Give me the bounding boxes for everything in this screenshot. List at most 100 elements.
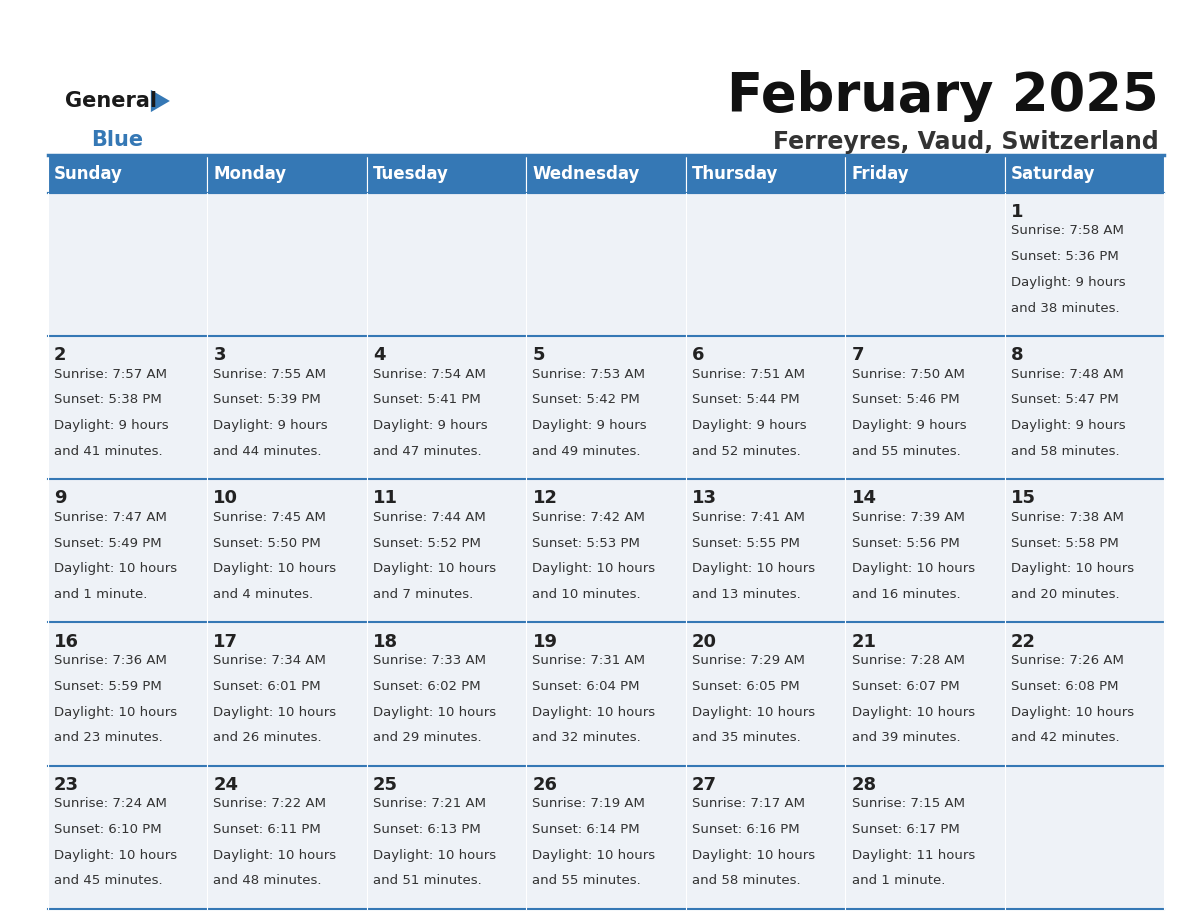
- Bar: [685, 155, 845, 193]
- Text: 13: 13: [693, 489, 718, 508]
- Text: and 39 minutes.: and 39 minutes.: [852, 732, 960, 744]
- Text: Sunset: 5:59 PM: Sunset: 5:59 PM: [53, 679, 162, 693]
- Text: Sunrise: 7:36 AM: Sunrise: 7:36 AM: [53, 654, 166, 667]
- Text: 9: 9: [53, 489, 67, 508]
- Text: 14: 14: [852, 489, 877, 508]
- Bar: [207, 766, 367, 909]
- Text: Sunset: 6:16 PM: Sunset: 6:16 PM: [693, 823, 800, 836]
- Text: Sunset: 5:46 PM: Sunset: 5:46 PM: [852, 394, 959, 407]
- Text: Sunset: 5:47 PM: Sunset: 5:47 PM: [1011, 394, 1119, 407]
- Text: Sunset: 5:42 PM: Sunset: 5:42 PM: [532, 394, 640, 407]
- Text: Sunrise: 7:29 AM: Sunrise: 7:29 AM: [693, 654, 805, 667]
- Text: 21: 21: [852, 633, 877, 651]
- Bar: [48, 766, 207, 909]
- Text: and 55 minutes.: and 55 minutes.: [852, 445, 960, 458]
- Bar: [845, 336, 1005, 479]
- Text: Sunset: 6:07 PM: Sunset: 6:07 PM: [852, 679, 959, 693]
- Bar: [1005, 336, 1164, 479]
- Text: Thursday: Thursday: [693, 165, 778, 183]
- Bar: [1005, 155, 1164, 193]
- Text: and 58 minutes.: and 58 minutes.: [1011, 445, 1120, 458]
- Text: 22: 22: [1011, 633, 1036, 651]
- Bar: [207, 622, 367, 766]
- Text: Sunset: 5:41 PM: Sunset: 5:41 PM: [373, 394, 481, 407]
- Bar: [526, 155, 685, 193]
- Text: Daylight: 10 hours: Daylight: 10 hours: [53, 706, 177, 719]
- Text: Daylight: 9 hours: Daylight: 9 hours: [373, 420, 487, 432]
- Text: Sunset: 5:36 PM: Sunset: 5:36 PM: [1011, 251, 1119, 263]
- Text: Daylight: 10 hours: Daylight: 10 hours: [53, 849, 177, 862]
- Text: Daylight: 10 hours: Daylight: 10 hours: [532, 706, 656, 719]
- Bar: [526, 622, 685, 766]
- Text: and 1 minute.: and 1 minute.: [53, 588, 147, 601]
- Bar: [367, 766, 526, 909]
- Text: Daylight: 10 hours: Daylight: 10 hours: [214, 563, 336, 576]
- Bar: [685, 766, 845, 909]
- Text: Daylight: 9 hours: Daylight: 9 hours: [693, 420, 807, 432]
- Text: and 4 minutes.: and 4 minutes.: [214, 588, 314, 601]
- Text: Tuesday: Tuesday: [373, 165, 449, 183]
- Text: Daylight: 10 hours: Daylight: 10 hours: [693, 706, 815, 719]
- Bar: [526, 336, 685, 479]
- Text: Blue: Blue: [91, 129, 144, 150]
- Bar: [367, 479, 526, 622]
- Bar: [48, 155, 207, 193]
- Text: Sunset: 5:58 PM: Sunset: 5:58 PM: [1011, 537, 1119, 550]
- Text: Saturday: Saturday: [1011, 165, 1095, 183]
- Bar: [845, 622, 1005, 766]
- Text: Daylight: 10 hours: Daylight: 10 hours: [214, 849, 336, 862]
- Text: Sunset: 6:11 PM: Sunset: 6:11 PM: [214, 823, 321, 836]
- Text: and 1 minute.: and 1 minute.: [852, 875, 944, 888]
- Text: 15: 15: [1011, 489, 1036, 508]
- Text: Sunrise: 7:57 AM: Sunrise: 7:57 AM: [53, 368, 166, 381]
- Text: Sunrise: 7:21 AM: Sunrise: 7:21 AM: [373, 797, 486, 811]
- Text: 11: 11: [373, 489, 398, 508]
- Text: Sunset: 6:13 PM: Sunset: 6:13 PM: [373, 823, 481, 836]
- Text: and 58 minutes.: and 58 minutes.: [693, 875, 801, 888]
- Text: Friday: Friday: [852, 165, 909, 183]
- Text: Sunset: 5:52 PM: Sunset: 5:52 PM: [373, 537, 481, 550]
- Text: Daylight: 11 hours: Daylight: 11 hours: [852, 849, 975, 862]
- Text: 8: 8: [1011, 346, 1024, 364]
- Text: Daylight: 10 hours: Daylight: 10 hours: [1011, 563, 1135, 576]
- Text: 2: 2: [53, 346, 67, 364]
- Text: Sunrise: 7:15 AM: Sunrise: 7:15 AM: [852, 797, 965, 811]
- Text: Daylight: 10 hours: Daylight: 10 hours: [693, 563, 815, 576]
- Text: Daylight: 10 hours: Daylight: 10 hours: [373, 563, 497, 576]
- Text: 5: 5: [532, 346, 545, 364]
- Text: 28: 28: [852, 776, 877, 794]
- Text: 7: 7: [852, 346, 864, 364]
- Text: and 16 minutes.: and 16 minutes.: [852, 588, 960, 601]
- Text: 23: 23: [53, 776, 78, 794]
- Text: Daylight: 10 hours: Daylight: 10 hours: [373, 849, 497, 862]
- Text: Daylight: 9 hours: Daylight: 9 hours: [1011, 276, 1126, 289]
- Text: and 20 minutes.: and 20 minutes.: [1011, 588, 1120, 601]
- Bar: [207, 336, 367, 479]
- Text: and 47 minutes.: and 47 minutes.: [373, 445, 481, 458]
- Text: 6: 6: [693, 346, 704, 364]
- Text: February 2025: February 2025: [727, 71, 1158, 122]
- Text: 17: 17: [214, 633, 239, 651]
- Text: 18: 18: [373, 633, 398, 651]
- Text: Sunrise: 7:22 AM: Sunrise: 7:22 AM: [214, 797, 327, 811]
- Bar: [367, 336, 526, 479]
- Text: Sunset: 6:02 PM: Sunset: 6:02 PM: [373, 679, 481, 693]
- Bar: [845, 155, 1005, 193]
- Text: Daylight: 10 hours: Daylight: 10 hours: [852, 563, 974, 576]
- Text: and 29 minutes.: and 29 minutes.: [373, 732, 481, 744]
- Text: and 55 minutes.: and 55 minutes.: [532, 875, 642, 888]
- Text: Sunrise: 7:55 AM: Sunrise: 7:55 AM: [214, 368, 327, 381]
- Bar: [1005, 193, 1164, 336]
- Bar: [845, 766, 1005, 909]
- Text: Sunset: 5:49 PM: Sunset: 5:49 PM: [53, 537, 162, 550]
- Text: 1: 1: [1011, 203, 1024, 221]
- Text: and 48 minutes.: and 48 minutes.: [214, 875, 322, 888]
- Text: Sunset: 6:01 PM: Sunset: 6:01 PM: [214, 679, 321, 693]
- Text: General: General: [65, 91, 157, 111]
- Text: and 32 minutes.: and 32 minutes.: [532, 732, 642, 744]
- Text: Sunrise: 7:51 AM: Sunrise: 7:51 AM: [693, 368, 805, 381]
- Text: Sunrise: 7:17 AM: Sunrise: 7:17 AM: [693, 797, 805, 811]
- Bar: [367, 193, 526, 336]
- Text: 10: 10: [214, 489, 239, 508]
- Text: Sunrise: 7:48 AM: Sunrise: 7:48 AM: [1011, 368, 1124, 381]
